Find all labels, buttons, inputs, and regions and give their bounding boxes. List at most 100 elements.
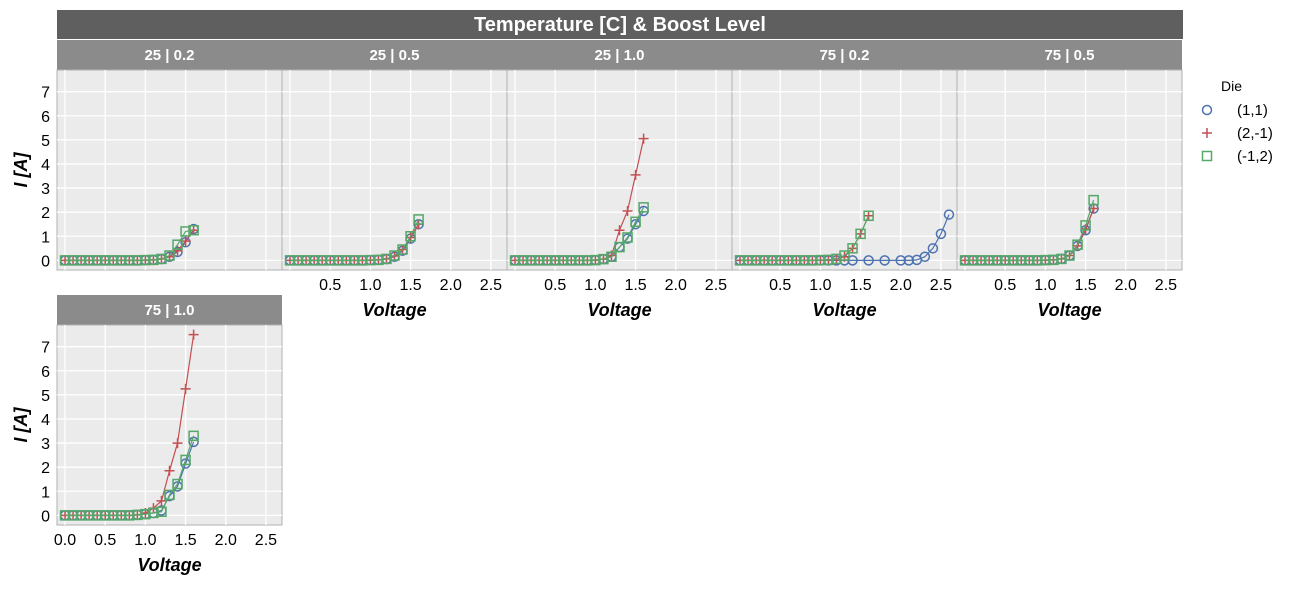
legend-marker <box>1202 128 1212 138</box>
data-point <box>614 225 625 236</box>
series-line <box>290 219 420 261</box>
data-point <box>517 255 529 266</box>
data-point <box>839 250 850 261</box>
x-tick-label: 1.0 <box>1034 277 1056 294</box>
facet-label: 25 | 1.0 <box>594 47 644 64</box>
facet-panel-6: 75 | 1.0 0 1 2 3 4 5 6 7 I [A] 0.0 0.5 1.0 1.5 2.0 2.5 V… <box>11 295 283 575</box>
data-point <box>91 510 103 521</box>
data-point <box>108 255 119 266</box>
x-tick-label: 2.0 <box>440 277 462 294</box>
x-axis-title: Voltage <box>362 300 426 320</box>
series-line <box>965 199 1095 261</box>
data-point <box>316 255 328 266</box>
data-point <box>541 255 553 266</box>
x-tick-label: 2.0 <box>890 277 912 294</box>
data-point <box>879 255 890 266</box>
data-point <box>1048 254 1059 266</box>
y-tick-label: 5 <box>41 133 50 150</box>
data-point <box>943 209 955 220</box>
data-point <box>967 255 979 266</box>
data-point <box>533 255 545 266</box>
facet-label: 25 | 0.5 <box>369 47 419 64</box>
data-point <box>847 243 858 254</box>
y-tick-label: 6 <box>41 109 50 126</box>
facet-label: 75 | 0.2 <box>819 47 869 64</box>
data-point <box>1056 253 1067 265</box>
data-point <box>83 510 95 521</box>
data-point <box>863 255 874 266</box>
facet-strip <box>282 40 507 70</box>
facet-label: 75 | 0.5 <box>1044 47 1094 64</box>
data-point <box>124 255 135 266</box>
data-point <box>959 255 971 266</box>
data-point <box>606 251 617 262</box>
chart-title: Temperature [C] & Boost Level <box>474 14 766 36</box>
data-point <box>365 254 376 266</box>
data-point <box>734 255 746 266</box>
data-point <box>919 251 931 262</box>
data-point <box>75 255 87 266</box>
data-point <box>116 255 127 266</box>
data-point <box>349 255 360 266</box>
data-point <box>341 255 352 266</box>
facet-label: 25 | 0.2 <box>144 47 194 64</box>
data-point <box>108 510 119 521</box>
data-point <box>991 255 1003 266</box>
x-tick-label: 1.5 <box>1074 277 1096 294</box>
data-point <box>895 255 906 266</box>
data-point <box>935 228 947 240</box>
data-point <box>188 224 199 236</box>
x-tick-label: 2.5 <box>705 277 727 294</box>
data-point <box>333 255 344 266</box>
y-tick-label: 0 <box>41 508 50 525</box>
data-point <box>1088 194 1099 206</box>
data-point <box>1080 220 1091 231</box>
y-tick-label: 1 <box>41 229 50 246</box>
x-tick-label: 1.5 <box>849 277 871 294</box>
x-tick-label: 1.0 <box>584 277 606 294</box>
data-point <box>172 438 183 449</box>
data-point <box>188 329 199 340</box>
x-tick-label: 0.5 <box>994 277 1016 294</box>
x-tick-label: 1.5 <box>174 532 196 549</box>
legend-entry: (2,-1) <box>1202 125 1273 142</box>
data-point <box>405 231 416 242</box>
x-tick-label: 2.0 <box>215 532 237 549</box>
data-point <box>525 255 537 266</box>
data-point <box>927 243 939 254</box>
data-point <box>630 216 641 228</box>
data-point <box>742 255 754 266</box>
data-point <box>180 454 191 466</box>
data-point <box>83 255 95 266</box>
x-axis-title: Voltage <box>587 300 651 320</box>
data-point <box>758 255 770 266</box>
data-point <box>413 214 424 225</box>
legend: Die (1,1) (2,-1) (-1,2) <box>1201 78 1273 165</box>
data-point <box>999 255 1011 266</box>
x-axis-title: Voltage <box>137 555 201 575</box>
data-point <box>59 255 71 266</box>
y-tick-label: 3 <box>41 436 50 453</box>
facet-panel-4: 75 | 0.2 0.5 1.0 1.5 2.0 2.5 Voltage <box>731 40 958 320</box>
legend-label: (-1,2) <box>1237 148 1273 165</box>
data-point <box>1008 255 1019 266</box>
data-point <box>180 226 191 237</box>
y-tick-label: 1 <box>41 484 50 501</box>
data-point <box>357 255 368 266</box>
plot-area <box>731 69 958 271</box>
data-point <box>558 255 569 266</box>
data-point <box>188 430 199 442</box>
data-point <box>124 510 135 521</box>
x-tick-label: 0.0 <box>54 532 76 549</box>
facet-panel-3: 25 | 1.0 0.5 1.0 1.5 2.0 2.5 Voltage <box>506 40 733 320</box>
data-point <box>284 255 296 266</box>
data-point <box>622 232 633 243</box>
data-point <box>574 255 585 266</box>
data-point <box>750 255 762 266</box>
data-point <box>156 253 167 265</box>
data-point <box>75 510 87 521</box>
data-point <box>766 255 778 266</box>
legend-label: (2,-1) <box>1237 125 1273 142</box>
series-line <box>65 229 194 261</box>
data-point <box>975 255 987 266</box>
